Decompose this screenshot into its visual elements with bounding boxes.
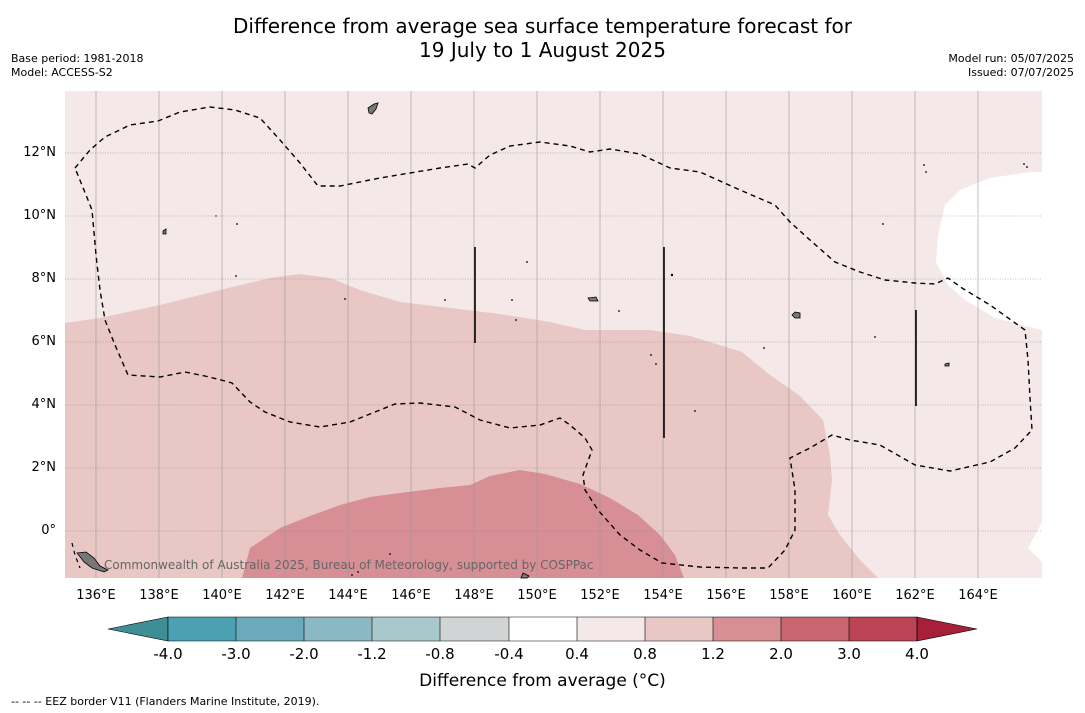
colorbar-swatch [509,617,577,641]
colorbar-extend-high [916,616,978,642]
colorbar-swatch [713,617,781,641]
lon-tick-label: 160°E [832,588,872,603]
meridian-lines [95,91,979,578]
colorbar-tick-label: 2.0 [769,645,793,663]
title-line-1: Difference from average sea surface temp… [232,14,852,38]
colorbar-swatch [372,617,440,641]
lat-tick-label: 8°N [31,271,57,286]
colorbar-swatch [440,617,509,641]
model-run: Model run: 05/07/2025 [948,52,1074,65]
warm-anomaly-1p2-area [242,470,684,578]
lon-tick-label: 150°E [517,588,557,603]
lon-tick-label: 156°E [706,588,746,603]
colorbar-swatch [577,617,645,641]
issued-date: Issued: 07/07/2025 [967,66,1074,79]
run-info: Model run: 05/07/2025 Issued: 07/07/2025 [948,52,1074,80]
lon-tick-label: 162°E [895,588,935,603]
warm-anomaly-0p8-area [65,274,878,578]
colorbar-tick-label: 3.0 [837,645,861,663]
lon-tick-label: 152°E [580,588,620,603]
colorbar-tick-label: -4.0 [153,645,183,663]
colorbar-tick-label: -0.8 [425,645,455,663]
colorbar-extend-low [107,616,169,642]
lon-tick-label: 158°E [769,588,809,603]
lon-tick-label: 154°E [643,588,683,603]
colorbar-swatch [781,617,849,641]
boundary-segments [474,247,917,438]
colorbar-tick-label: 1.2 [701,645,725,663]
title-line-2: 19 July to 1 August 2025 [419,38,666,62]
eez-footnote: -- -- -- EEZ border V11 (Flanders Marine… [11,695,320,708]
islands [76,102,950,579]
colorbar [107,616,978,642]
lat-tick-label: 4°N [31,397,57,412]
lon-tick-label: 148°E [454,588,494,603]
atolls [215,163,1028,576]
lon-tick-label: 138°E [139,588,179,603]
eez-border-main [74,106,1033,569]
copyright-notice: Commonwealth of Australia 2025, Bureau o… [104,558,594,572]
lat-tick-label: 12°N [23,145,56,160]
base-period: Base period: 1981-2018 [11,52,144,65]
lon-tick-label: 142°E [265,588,305,603]
colorbar-swatch [236,617,304,641]
map-title: Difference from average sea surface temp… [0,14,1085,62]
colorbar-swatch [304,617,372,641]
lon-tick-label: 136°E [76,588,116,603]
lon-tick-label: 164°E [958,588,998,603]
neutral-anomaly-area-south [1028,522,1042,562]
lat-tick-label: 2°N [31,460,57,475]
lon-tick-label: 140°E [202,588,242,603]
colorbar-tick-label: -0.4 [494,645,524,663]
model-name: Model: ACCESS-S2 [11,66,113,79]
colorbar-tick-label: 4.0 [905,645,929,663]
parallel-lines [65,152,1042,532]
colorbar-swatch [645,617,713,641]
colorbar-tick-label: -3.0 [221,645,251,663]
colorbar-swatch [849,617,917,641]
lat-tick-label: 0° [41,523,56,538]
lon-tick-label: 144°E [328,588,368,603]
colorbar-swatch [168,617,236,641]
lon-tick-label: 146°E [391,588,431,603]
lat-tick-label: 6°N [31,334,57,349]
lat-tick-label: 10°N [23,208,56,223]
colorbar-tick-label: 0.4 [565,645,589,663]
model-info: Base period: 1981-2018 Model: ACCESS-S2 [11,52,143,80]
colorbar-tick-label: -1.2 [357,645,387,663]
neutral-anomaly-area [936,172,1042,330]
colorbar-label: Difference from average (°C) [419,671,666,691]
colorbar-tick-label: 0.8 [633,645,657,663]
colorbar-tick-label: -2.0 [289,645,319,663]
